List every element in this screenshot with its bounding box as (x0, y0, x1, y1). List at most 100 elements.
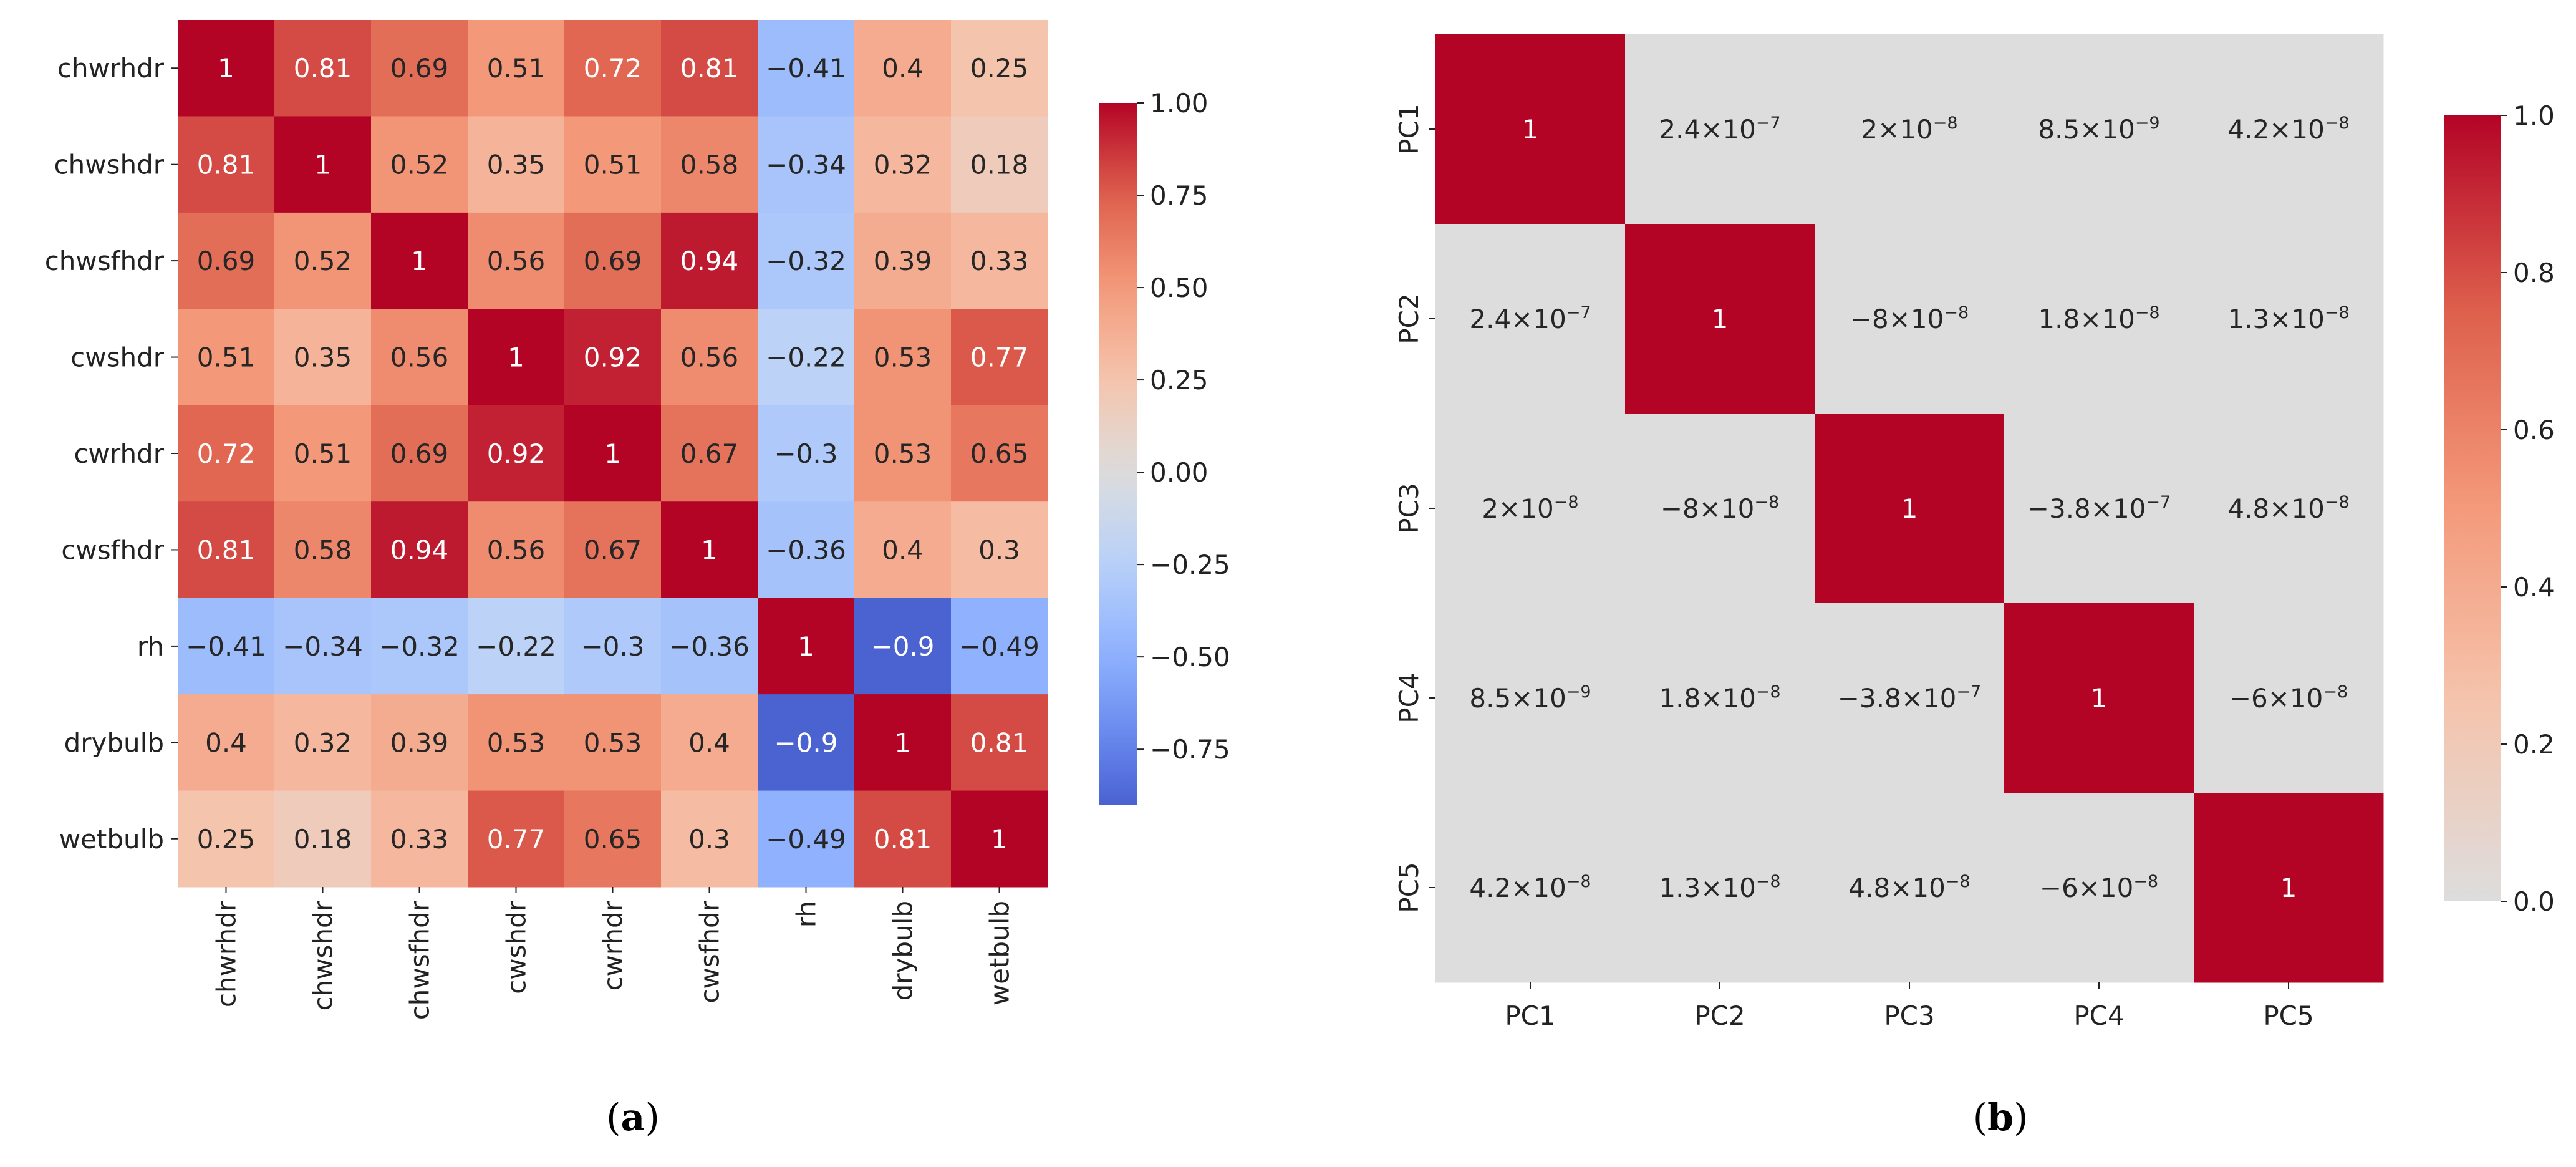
heatmap-cell (178, 116, 275, 213)
colorbar-tick-label: −0.75 (1150, 734, 1230, 765)
cell-annotation: 0.65 (584, 824, 642, 855)
heatmap-cell (1625, 603, 1815, 793)
cell-annotation: 0.58 (294, 535, 352, 565)
cell-annotation: 0.25 (197, 824, 256, 855)
heatmap-cell (371, 694, 468, 792)
colorbar-b: 1.0 0.8 0.6 0.4 0.2 0.0 (2444, 100, 2555, 917)
heatmap-cell (468, 790, 565, 888)
heatmap-cell (2194, 224, 2384, 414)
heatmap-cell (854, 598, 952, 695)
cell-annotation: 0.72 (584, 53, 642, 84)
cell-annotation: −0.49 (766, 824, 846, 855)
cell-annotation: 0.18 (970, 150, 1029, 180)
cell-annotation: −0.36 (766, 535, 846, 565)
cell-annotation: 0.51 (197, 342, 256, 373)
colorbar-tick-label: 1.0 (2513, 100, 2555, 131)
heatmap-cell (564, 116, 662, 213)
cell-annotation: −0.36 (669, 631, 750, 662)
heatmap-cell (178, 309, 275, 406)
cell-annotation: 0.52 (390, 150, 449, 180)
colorbar-tick-label: −0.25 (1150, 550, 1230, 580)
heatmap-cell (2004, 793, 2194, 983)
cell-annotation: 0.25 (970, 53, 1029, 84)
heatmap-cell (371, 20, 468, 117)
cell-annotation: −6×10−8 (2040, 872, 2158, 903)
heatmap-a-cells: 1 0.81 0.69 0.51 0.72 0.81 −0.41 0.4 0.25 0.81 1 0.… (178, 20, 1048, 888)
cell-annotation: 0.35 (294, 342, 352, 373)
heatmap-cell (661, 405, 758, 502)
cell-annotation: 0.52 (294, 246, 352, 276)
cell-annotation: −0.49 (959, 631, 1040, 662)
cell-annotation: −6×10−8 (2229, 682, 2348, 714)
cell-annotation: −0.22 (766, 342, 846, 373)
cell-annotation: 2.4×10−7 (1469, 303, 1591, 334)
cell-annotation: 4.2×10−8 (1469, 872, 1591, 903)
heatmap-cell (2004, 414, 2194, 604)
panel-a-heatmap: 1 0.81 0.69 0.51 0.72 0.81 −0.41 0.4 0.25 0.81 1 0.… (45, 20, 1230, 1020)
cell-annotation: 0.94 (680, 246, 739, 276)
heatmap-cell (854, 309, 952, 406)
cell-annotation: 0.77 (970, 342, 1029, 373)
cell-annotation: 0.58 (680, 150, 739, 180)
y-tick-label: wetbulb (59, 824, 164, 855)
x-tick-label: PC5 (2263, 1000, 2313, 1031)
y-tick-label: PC3 (1394, 483, 1424, 533)
cell-annotation: 0.53 (874, 438, 932, 469)
cell-annotation: 0.81 (294, 53, 352, 84)
cell-annotation: −0.34 (766, 150, 846, 180)
cell-annotation: 0.32 (874, 150, 932, 180)
y-tick-label: PC2 (1394, 293, 1424, 344)
heatmap-cell (661, 20, 758, 117)
x-tick-label: PC2 (1694, 1000, 1745, 1031)
heatmap-cell (951, 20, 1048, 117)
cell-annotation: −0.9 (774, 727, 838, 758)
heatmap-a-y-tick-labels: chwrhdr chwshdr chwsfhdr cwshdr cwrhdr cwsfhd… (45, 53, 178, 855)
heatmap-cell (468, 20, 565, 117)
x-tick-label: drybulb (888, 901, 919, 1000)
heatmap-cell (661, 694, 758, 792)
cell-annotation: 0.39 (390, 727, 449, 758)
cell-annotation: 0.32 (294, 727, 352, 758)
heatmap-cell (2194, 793, 2384, 983)
heatmap-cell (951, 694, 1048, 792)
heatmap-cell (854, 694, 952, 792)
cell-annotation: −3.8×10−7 (1838, 682, 1981, 714)
heatmap-cell (468, 694, 565, 792)
heatmap-cell (951, 501, 1048, 599)
cell-annotation: 1.3×10−8 (2227, 303, 2349, 334)
heatmap-cell (468, 212, 565, 309)
cell-annotation: −3.8×10−7 (2027, 493, 2171, 524)
cell-annotation: 0.53 (487, 727, 546, 758)
heatmap-cell (371, 501, 468, 599)
cell-annotation: −0.3 (774, 438, 838, 469)
heatmap-cell (274, 790, 372, 888)
heatmap-cell (274, 212, 372, 309)
cell-annotation: 0.3 (978, 535, 1020, 565)
x-tick-label: PC1 (1505, 1000, 1555, 1031)
cell-annotation: 1 (991, 824, 1008, 855)
cell-annotation: 0.94 (390, 535, 449, 565)
heatmap-cell (1815, 414, 2005, 604)
caption-a: (a) (606, 1096, 660, 1140)
cell-annotation: 0.53 (584, 727, 642, 758)
cell-annotation: 0.77 (487, 824, 546, 855)
heatmap-cell (951, 116, 1048, 213)
colorbar-a: 1.00 0.75 0.50 0.25 0.00 −0.25 −0.50 −0.75 (1099, 88, 1230, 805)
cell-annotation: 0.51 (584, 150, 642, 180)
heatmap-cell (2004, 603, 2194, 793)
heatmap-cell (661, 790, 758, 888)
cell-annotation: 2×10−8 (1482, 493, 1578, 524)
heatmap-cell (758, 116, 855, 213)
heatmap-cell (274, 20, 372, 117)
heatmap-cell (951, 598, 1048, 695)
cell-annotation: −0.32 (379, 631, 460, 662)
x-tick-label: chwshdr (308, 900, 339, 1010)
heatmap-cell (564, 212, 662, 309)
heatmap-cell (564, 694, 662, 792)
y-tick-label: chwshdr (54, 150, 165, 180)
heatmap-cell (661, 116, 758, 213)
colorbar-tick-label: 0.50 (1150, 273, 1208, 303)
heatmap-cell (468, 405, 565, 502)
heatmap-cell (1435, 414, 1626, 604)
